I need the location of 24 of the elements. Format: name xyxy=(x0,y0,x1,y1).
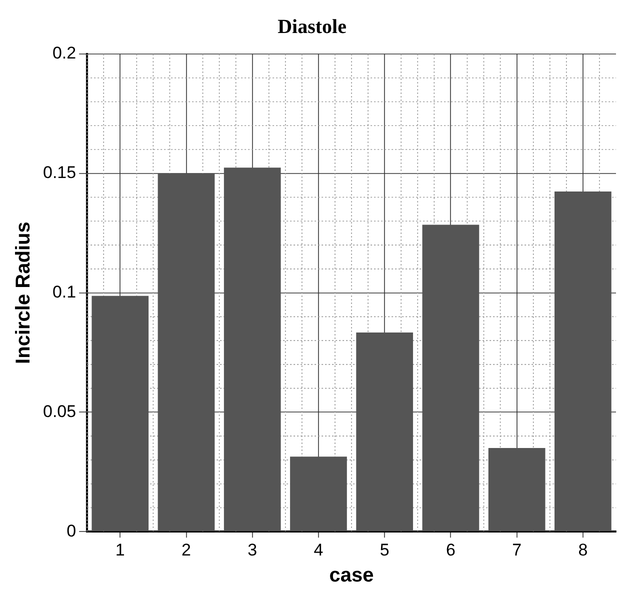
x-tick-label: 1 xyxy=(115,540,125,560)
x-tick-label: 5 xyxy=(380,540,390,560)
x-axis-title: case xyxy=(329,564,374,587)
y-tick-label: 0.1 xyxy=(52,282,76,302)
x-tick-label: 8 xyxy=(578,540,588,560)
chart-title: Diastole xyxy=(278,16,347,38)
bar xyxy=(488,448,546,532)
x-tick-label: 3 xyxy=(248,540,258,560)
x-tick-label: 4 xyxy=(314,540,324,560)
y-tick-label: 0.05 xyxy=(42,402,76,421)
x-tick-label: 2 xyxy=(182,540,191,560)
bar xyxy=(158,173,215,532)
bar xyxy=(356,332,414,532)
x-tick-label: 7 xyxy=(512,540,522,560)
y-tick-label: 0.2 xyxy=(52,44,76,63)
bar xyxy=(224,168,281,532)
bar xyxy=(92,296,149,532)
y-tick-label: 0 xyxy=(66,521,76,540)
bar xyxy=(554,192,612,532)
y-axis-title: Incircle Radius xyxy=(12,222,35,364)
x-tick-label: 6 xyxy=(446,540,456,560)
y-tick-label: 0.15 xyxy=(42,163,76,182)
bar xyxy=(290,456,347,532)
bar xyxy=(422,224,480,532)
